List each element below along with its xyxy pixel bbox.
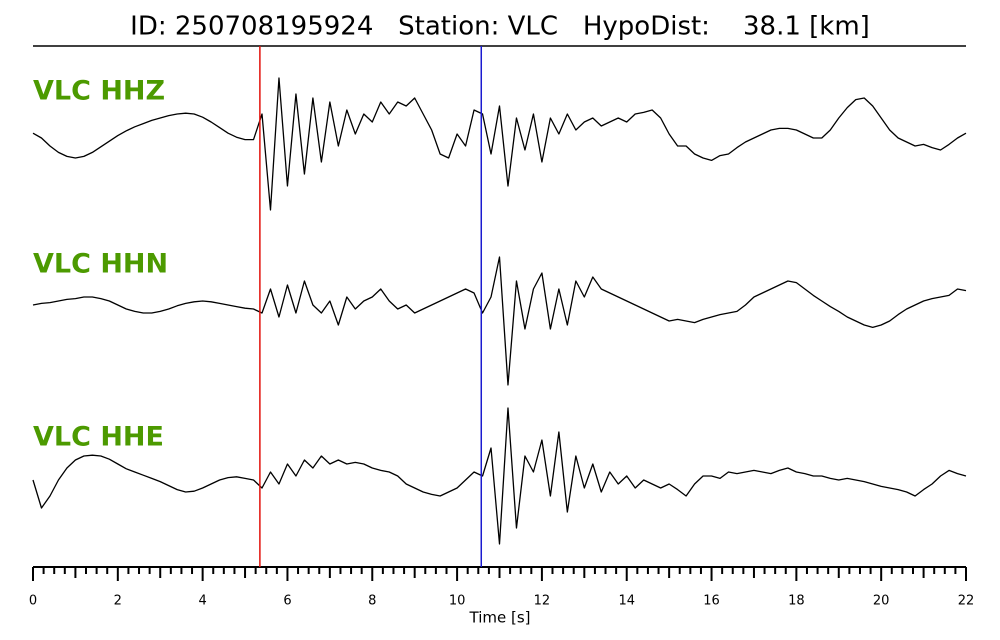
chart-title: ID: 250708195924 Station: VLC HypoDist: … (130, 12, 870, 42)
x-tick-label: 14 (618, 594, 635, 609)
x-tick-label: 10 (449, 594, 466, 609)
trace (32, 77, 967, 211)
x-tick-label: 22 (958, 594, 975, 609)
trace (32, 256, 967, 386)
x-axis-label: Time [s] (469, 609, 531, 627)
x-tick-label: 4 (198, 594, 206, 609)
x-tick-label: 12 (534, 594, 551, 609)
x-tick-label: 20 (873, 594, 890, 609)
x-tick-label: 16 (703, 594, 720, 609)
trace-label: VLC HHZ (33, 76, 165, 107)
trace-label: VLC HHE (33, 422, 164, 453)
x-tick-label: 18 (788, 594, 805, 609)
x-tick-label: 8 (368, 594, 376, 609)
x-tick-label: 2 (114, 594, 122, 609)
trace-label: VLC HHN (33, 249, 168, 280)
trace (32, 407, 967, 545)
x-tick-label: 0 (29, 594, 37, 609)
x-tick-label: 6 (283, 594, 291, 609)
